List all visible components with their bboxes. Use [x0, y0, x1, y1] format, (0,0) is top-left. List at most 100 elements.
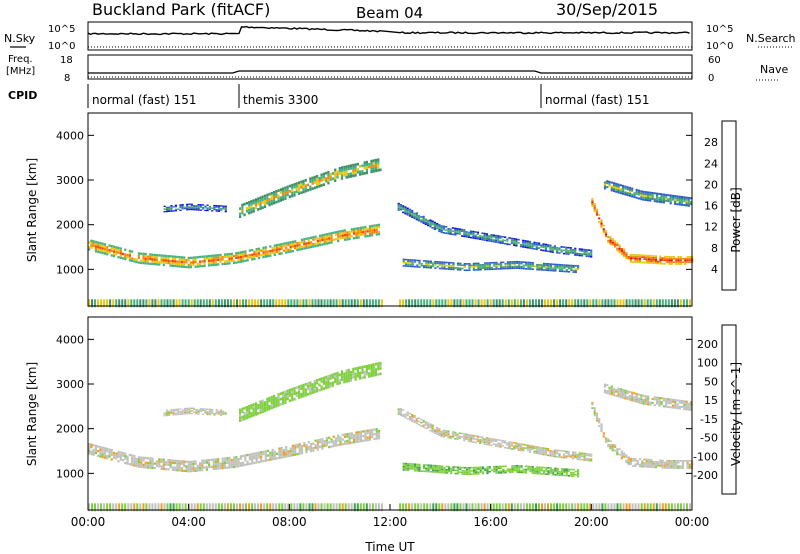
echo-cell	[183, 261, 186, 264]
echo-cell	[411, 264, 414, 266]
echo-cell	[616, 242, 619, 245]
echo-cell	[515, 260, 518, 263]
echo-cell	[289, 243, 292, 246]
echo-cell	[685, 406, 688, 409]
echo-cell	[477, 473, 480, 475]
echo-cell	[341, 229, 344, 232]
echo-cell	[634, 459, 637, 462]
echo-cell	[373, 437, 376, 440]
echo-cell	[228, 466, 231, 469]
echo-cell	[648, 254, 651, 257]
echo-cell	[370, 363, 373, 367]
clutter-cell	[414, 503, 417, 512]
echo-cell	[547, 245, 550, 248]
echo-cell	[325, 441, 328, 445]
echo-cell	[600, 224, 603, 227]
echo-cell	[538, 472, 541, 475]
echo-cell	[436, 224, 439, 227]
echo-cell	[192, 207, 196, 209]
echo-cell	[544, 452, 547, 455]
echo-cell	[273, 457, 276, 460]
echo-cell	[520, 266, 523, 268]
echo-cell	[204, 209, 207, 212]
clutter-cell	[151, 299, 154, 308]
echo-cell	[271, 455, 274, 459]
echo-cell	[497, 241, 500, 244]
clutter-cell	[263, 299, 266, 308]
echo-cell	[322, 172, 325, 176]
echo-cell	[616, 453, 619, 456]
echo-cell	[319, 445, 322, 448]
echo-cell	[273, 201, 276, 205]
echo-cell	[90, 246, 93, 249]
echo-cell	[110, 254, 113, 257]
echo-cell	[563, 468, 566, 470]
echo-cell	[486, 467, 489, 470]
cpid-segment-label: normal (fast) 151	[545, 93, 649, 107]
echo-cell	[409, 463, 412, 465]
echo-cell	[672, 467, 676, 469]
echo-cell	[314, 446, 317, 449]
echo-cell	[289, 454, 292, 457]
echo-cell	[665, 199, 668, 202]
clutter-cell	[254, 503, 257, 512]
echo-cell	[224, 208, 227, 210]
echo-cell	[600, 226, 603, 229]
echo-cell	[637, 401, 641, 404]
echo-cell	[282, 394, 285, 397]
echo-cell	[423, 260, 426, 262]
echo-cell	[208, 208, 211, 210]
echo-cell	[645, 458, 648, 461]
echo-cell	[678, 399, 681, 402]
echo-cell	[253, 250, 256, 254]
echo-cell	[151, 262, 154, 266]
echo-cell	[427, 265, 430, 267]
echo-cell	[631, 393, 634, 396]
echo-cell	[484, 267, 487, 269]
echo-cell	[94, 245, 97, 248]
echo-cell	[511, 267, 514, 270]
echo-cell	[379, 168, 382, 172]
echo-cell	[245, 201, 248, 205]
echo-cell	[188, 412, 191, 415]
echo-cell	[429, 260, 432, 263]
echo-cell	[456, 466, 460, 469]
clutter-cell	[686, 299, 688, 308]
echo-cell	[313, 382, 316, 386]
echo-cell	[556, 252, 559, 254]
echo-cell	[543, 473, 546, 475]
echo-cell	[187, 467, 190, 470]
echo-cell	[488, 268, 491, 271]
echo-cell	[622, 188, 625, 191]
echo-cell	[649, 191, 652, 194]
echo-cell	[558, 268, 562, 271]
echo-cell	[668, 461, 671, 464]
clutter-cell	[178, 299, 181, 308]
echo-cell	[644, 197, 647, 199]
clutter-cell	[619, 299, 622, 308]
echo-cell	[334, 233, 338, 236]
echo-cell	[591, 201, 594, 204]
echo-cell	[422, 421, 425, 423]
echo-cell	[179, 408, 182, 410]
echo-cell	[103, 449, 107, 452]
echo-cell	[688, 460, 691, 462]
echo-cell	[251, 459, 254, 463]
echo-cell	[284, 398, 287, 402]
echo-cell	[488, 266, 491, 269]
echo-cell	[547, 448, 550, 450]
echo-cell	[406, 209, 409, 211]
clutter-cell	[157, 299, 160, 308]
echo-cell	[142, 259, 145, 262]
echo-cell	[97, 445, 100, 448]
echo-cell	[377, 230, 381, 233]
echo-cell	[318, 182, 321, 185]
echo-cell	[631, 189, 634, 192]
echo-cell	[416, 463, 419, 466]
clutter-cell	[374, 299, 377, 308]
echo-cell	[456, 472, 460, 475]
echo-cell	[622, 192, 625, 195]
echo-cell	[331, 373, 335, 377]
clutter-cell	[501, 299, 504, 308]
echo-cell	[345, 372, 348, 375]
